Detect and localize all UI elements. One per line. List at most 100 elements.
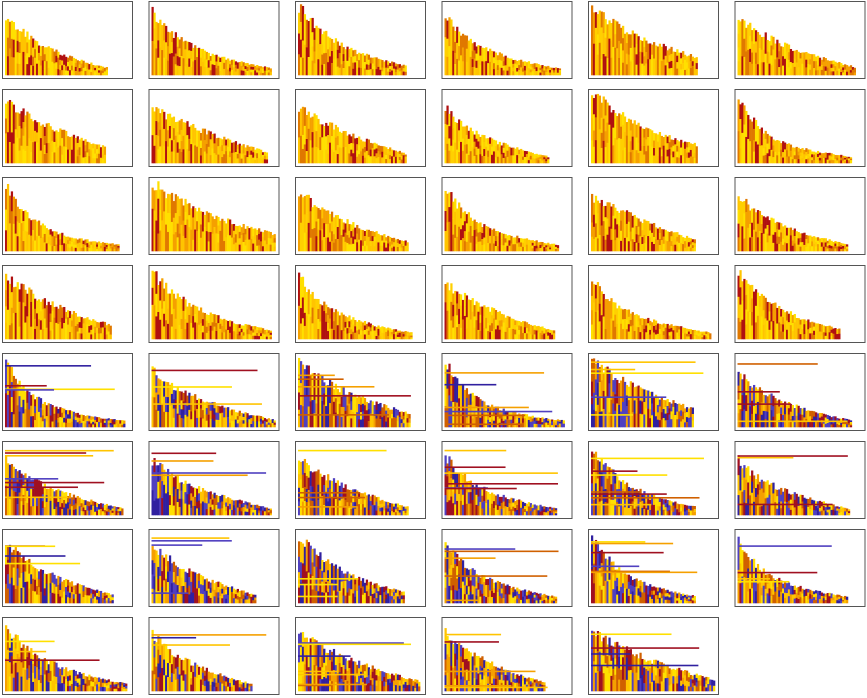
pattern-cell <box>402 336 405 340</box>
pattern-cell <box>209 147 212 156</box>
pattern-cell <box>26 316 29 340</box>
pattern-cell <box>250 334 253 340</box>
pattern-cell <box>400 411 403 416</box>
pattern-cell <box>406 245 409 249</box>
pattern-cell <box>244 147 247 156</box>
pattern-cell <box>465 61 469 76</box>
pattern-cell <box>452 377 455 403</box>
pattern-cell <box>612 239 615 252</box>
pattern-cell <box>797 232 800 239</box>
pattern-cell <box>72 63 76 70</box>
pattern-cell <box>629 119 632 131</box>
pattern-cell <box>789 68 793 76</box>
pattern-cell <box>57 51 60 58</box>
pattern-cell <box>743 238 746 252</box>
pattern-cell <box>500 245 503 252</box>
pattern-cell <box>614 302 617 315</box>
pattern-cell <box>172 217 176 235</box>
pattern-cell <box>373 149 376 157</box>
pattern-cell <box>639 63 642 76</box>
pattern-cell <box>753 28 756 45</box>
pattern-cell <box>762 155 765 164</box>
pattern-cell <box>265 421 269 425</box>
pattern-streak <box>444 372 545 374</box>
pattern-cell <box>174 64 177 76</box>
pattern-cell <box>101 333 105 340</box>
pattern-cell <box>39 238 43 252</box>
pattern-cell <box>55 49 58 57</box>
pattern-cell <box>456 122 459 137</box>
pattern-cell <box>406 242 409 246</box>
pattern-cell <box>461 238 465 252</box>
pattern-cell <box>63 129 66 147</box>
pattern-cell <box>444 284 447 303</box>
pattern-cell <box>604 37 607 57</box>
pattern-cell <box>658 59 662 68</box>
pattern-cell <box>606 234 609 252</box>
pattern-cell <box>818 160 822 164</box>
pattern-cell <box>537 423 540 428</box>
pattern-cell <box>10 231 14 252</box>
pattern-cell <box>236 226 239 239</box>
pattern-cell <box>325 313 328 323</box>
pattern-cell <box>687 68 691 76</box>
pattern-cell <box>201 231 205 252</box>
pattern-cell <box>76 136 79 144</box>
pattern-cell <box>404 240 407 247</box>
pattern-cell <box>323 31 326 43</box>
pattern-cell <box>381 146 384 153</box>
pattern-cell <box>338 415 341 428</box>
pattern-cell <box>556 423 560 426</box>
pattern-cell <box>198 324 201 340</box>
pattern-cell <box>485 238 488 252</box>
pattern-cell <box>554 421 558 424</box>
pattern-cell <box>620 220 623 232</box>
pattern-cell <box>643 235 646 244</box>
pattern-cell <box>269 231 272 239</box>
pattern-cell <box>604 397 607 428</box>
pattern-cell <box>799 156 802 160</box>
pattern-cell <box>633 322 636 332</box>
pattern-cell <box>596 282 600 311</box>
pattern-cell <box>8 142 12 164</box>
thumbnail <box>2 353 133 431</box>
pattern-cell <box>543 247 546 252</box>
pattern-cell <box>662 137 665 146</box>
pattern-cell <box>592 358 596 376</box>
pattern-cell <box>594 195 598 210</box>
pattern-cell <box>836 66 839 72</box>
pattern-cell <box>321 218 324 230</box>
pattern-cell <box>37 220 41 237</box>
pattern-cell <box>444 385 447 407</box>
pattern-cell <box>301 297 305 319</box>
pattern-cell <box>516 147 519 156</box>
pattern-cell <box>20 111 23 129</box>
pattern-cell <box>772 218 775 227</box>
pattern-cell <box>516 418 519 424</box>
pattern-cell <box>766 320 769 340</box>
pattern-cell <box>844 157 847 160</box>
pattern-cell <box>47 419 50 428</box>
pattern-cell <box>332 217 336 227</box>
pattern-cell <box>815 152 818 159</box>
pattern-cell <box>18 42 21 54</box>
pattern-cell <box>660 46 663 62</box>
pattern-cell <box>57 57 60 64</box>
pattern-cell <box>404 158 407 162</box>
pattern-cell <box>72 411 76 420</box>
pattern-cell <box>556 68 560 71</box>
pattern-cell <box>86 141 89 153</box>
pattern-cell <box>647 317 650 324</box>
pattern-cell <box>256 64 259 68</box>
pattern-cell <box>693 239 696 244</box>
pattern-cell <box>475 236 478 245</box>
pattern-cell <box>535 240 538 244</box>
pattern-cell <box>639 51 642 64</box>
pattern-cell <box>88 424 91 428</box>
pattern-cell <box>80 63 83 68</box>
pattern-cell <box>772 157 775 164</box>
pattern-cell <box>500 233 503 240</box>
pattern-cell <box>16 63 19 76</box>
pattern-cell <box>498 157 501 164</box>
pattern-cell <box>448 290 451 315</box>
